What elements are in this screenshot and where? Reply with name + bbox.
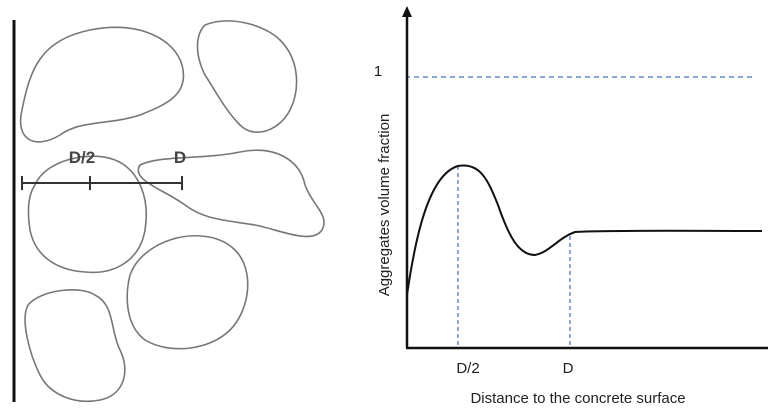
diameter-label: D	[174, 148, 186, 167]
aggregate	[126, 234, 249, 350]
aggregate	[19, 26, 185, 143]
y-tick-label: 1	[374, 63, 382, 80]
x-axis-label: Distance to the concrete surface	[470, 390, 685, 407]
volume-fraction-curve	[406, 164, 763, 296]
y-axis-arrow	[402, 6, 412, 17]
aggregate	[196, 20, 298, 134]
aggregate	[27, 155, 147, 274]
aggregate	[24, 289, 126, 402]
half-diameter-label: D/2	[69, 148, 95, 167]
aggregate-sketch: D/2 D	[12, 20, 325, 402]
x-tick-label: D	[563, 360, 574, 377]
profile-plot: 1 D/2 D Distance to the concrete surface…	[374, 6, 768, 407]
aggregate	[137, 149, 325, 238]
x-tick-label: D/2	[456, 360, 479, 377]
y-axis-label: Aggregates volume fraction	[376, 114, 393, 297]
